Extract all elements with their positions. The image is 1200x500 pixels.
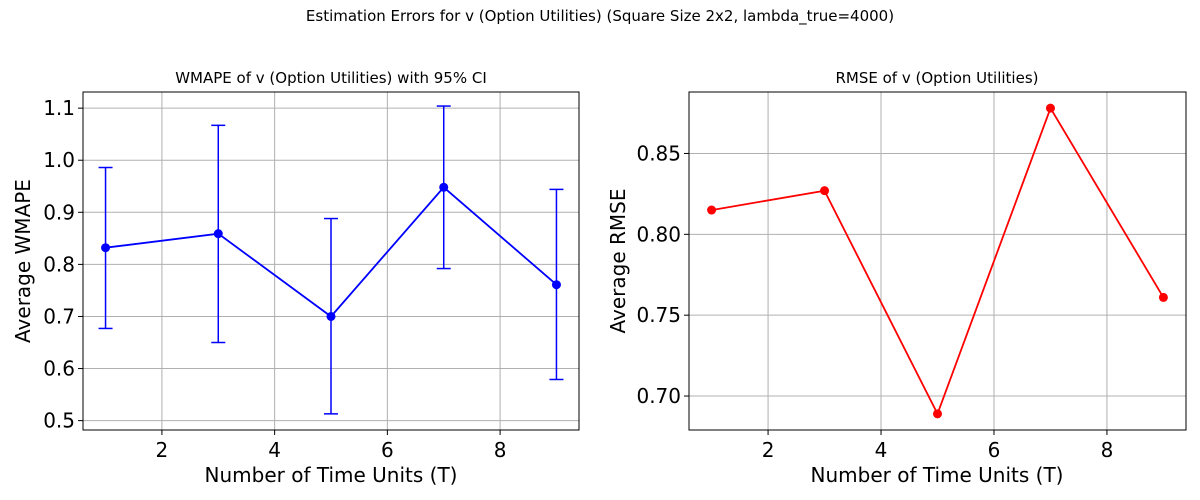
wmape-y-tick-label: 0.7	[43, 304, 75, 328]
rmse-y-tick-label: 0.70	[636, 384, 681, 408]
wmape-data-point	[213, 229, 223, 239]
wmape-y-tick-label: 1.1	[43, 96, 75, 120]
rmse-y-axis-label: Average RMSE	[606, 189, 630, 334]
wmape-data-point	[101, 243, 111, 253]
wmape-y-tick-label: 0.5	[43, 409, 75, 433]
wmape-ticks: 2 4 6 8 0.5 0.6 0.7 0.8 0.9 1.0 1.1	[43, 96, 506, 462]
rmse-x-tick-label: 6	[988, 438, 1001, 462]
rmse-y-tick-label: 0.80	[636, 222, 681, 246]
rmse-data-point	[1045, 103, 1055, 113]
wmape-data-point	[326, 311, 336, 321]
wmape-panel: WMAPE of v (Option Utilities) with 95% C…	[11, 69, 580, 487]
wmape-x-tick-label: 6	[381, 438, 394, 462]
wmape-axes-frame	[82, 91, 580, 431]
wmape-x-axis-label: Number of Time Units (T)	[205, 463, 458, 487]
rmse-data-point	[820, 186, 830, 196]
rmse-series-line	[711, 106, 1165, 417]
wmape-marks	[98, 105, 564, 415]
wmape-grid	[83, 92, 579, 430]
rmse-data-point	[1158, 292, 1168, 302]
rmse-y-tick-label: 0.85	[636, 141, 681, 165]
wmape-data-point	[439, 182, 449, 192]
wmape-data-point	[551, 280, 561, 290]
wmape-y-tick-label: 1.0	[43, 148, 75, 172]
rmse-marks	[707, 103, 1168, 419]
rmse-x-tick-label: 4	[875, 438, 888, 462]
wmape-y-tick-label: 0.6	[43, 357, 75, 381]
wmape-x-tick-label: 2	[156, 438, 169, 462]
wmape-y-axis-label: Average WMAPE	[11, 179, 35, 343]
rmse-x-tick-label: 2	[762, 438, 775, 462]
rmse-panel-title: RMSE of v (Option Utilities)	[836, 69, 1039, 87]
rmse-y-tick-label: 0.75	[636, 303, 681, 327]
rmse-panel: RMSE of v (Option Utilities) 2 4 6 8 0.70 0.7…	[606, 69, 1187, 487]
wmape-panel-title: WMAPE of v (Option Utilities) with 95% C…	[175, 69, 487, 87]
rmse-axes-frame	[688, 91, 1187, 431]
rmse-data-point	[933, 409, 942, 419]
wmape-x-tick-label: 8	[494, 438, 507, 462]
wmape-x-tick-label: 4	[268, 438, 281, 462]
rmse-x-tick-label: 8	[1101, 438, 1114, 462]
rmse-grid	[689, 92, 1186, 430]
wmape-y-tick-label: 0.9	[43, 200, 75, 224]
figure-suptitle: Estimation Errors for v (Option Utilitie…	[305, 7, 895, 25]
rmse-ticks: 2 4 6 8 0.70 0.75 0.80 0.85	[636, 141, 1113, 462]
rmse-data-point	[707, 205, 717, 215]
rmse-x-axis-label: Number of Time Units (T)	[811, 463, 1064, 487]
wmape-y-tick-label: 0.8	[43, 252, 75, 276]
